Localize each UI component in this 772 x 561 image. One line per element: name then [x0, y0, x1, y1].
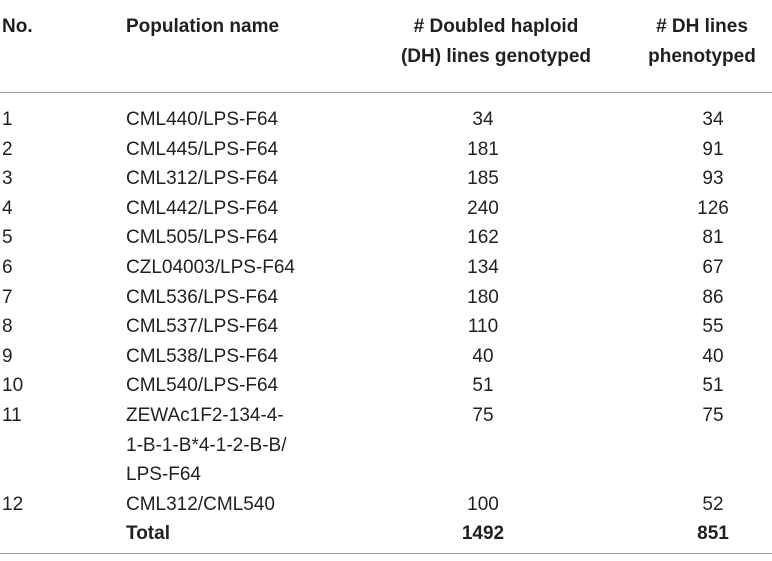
- table-row: 7 CML536/LPS-F64 180 86: [0, 283, 772, 313]
- table-row: 5 CML505/LPS-F64 162 81: [0, 223, 772, 253]
- row-number: 1: [2, 109, 13, 130]
- table-row: 3 CML312/LPS-F64 185 93: [0, 164, 772, 194]
- row-number: 11: [2, 404, 22, 426]
- dh-genotyped-count: 100: [467, 493, 499, 515]
- header-dh-genotyped-line-1: # Doubled haploid: [413, 16, 579, 37]
- header-no: No.: [2, 16, 33, 37]
- dh-phenotyped-count: 55: [702, 316, 724, 338]
- dh-phenotyped-count: 67: [702, 256, 724, 278]
- total-row-number: [0, 519, 126, 553]
- row-number: 7: [2, 286, 13, 308]
- dh-phenotyped-count: 126: [697, 197, 729, 219]
- dh-genotyped-count: 181: [467, 138, 499, 160]
- dh-phenotyped-count: 91: [702, 138, 724, 160]
- dh-genotyped-count: 162: [467, 227, 499, 249]
- dh-genotyped-count: 75: [472, 404, 494, 426]
- population-name: CML442/LPS-F64: [126, 197, 279, 219]
- total-dh-phenotyped: 851: [697, 523, 729, 545]
- row-number: 2: [2, 138, 13, 160]
- row-number: 12: [2, 493, 24, 515]
- row-number: 5: [2, 227, 13, 249]
- table-row: 2 CML445/LPS-F64 181 91: [0, 135, 772, 165]
- population-name: CML537/LPS-F64: [126, 316, 279, 338]
- dh-genotyped-count: 185: [467, 168, 499, 190]
- dh-phenotyped-count: 40: [702, 345, 724, 367]
- table-row: 12 CML312/CML540 100 52: [0, 490, 772, 520]
- population-name: CML445/LPS-F64: [126, 138, 279, 160]
- population-name: CML540/LPS-F64: [126, 375, 279, 397]
- dh-genotyped-count: 34: [472, 109, 494, 130]
- dh-genotyped-count: 40: [472, 345, 494, 367]
- row-number: 8: [2, 316, 13, 338]
- row-number: 3: [2, 168, 13, 190]
- header-dh-genotyped-line-2: (DH) lines genotyped: [400, 46, 591, 67]
- table-row: 9 CML538/LPS-F64 40 40: [0, 342, 772, 372]
- population-name: ZEWAc1F2-134-4- 1-B-1-B*4-1-2-B-B/ LPS-F…: [126, 401, 360, 490]
- total-row: Total 1492 851: [0, 519, 772, 554]
- total-label: Total: [126, 523, 170, 545]
- header-dh-phenotyped-line-1: # DH lines: [656, 16, 748, 37]
- population-name-line: LPS-F64: [126, 464, 201, 486]
- header-dh-phenotyped: # DH lines phenotyped: [632, 0, 772, 93]
- population-name-line: ZEWAc1F2-134-4-: [126, 404, 284, 426]
- row-number: 6: [2, 256, 13, 278]
- row-number: 10: [2, 375, 24, 397]
- table-body: 1 CML440/LPS-F64 34 34 2 CML445/LPS-F64 …: [0, 93, 772, 554]
- population-name: CML312/LPS-F64: [126, 168, 279, 190]
- header-dh-phenotyped-line-2: phenotyped: [648, 46, 756, 67]
- row-number: 9: [2, 345, 13, 367]
- table-row: 1 CML440/LPS-F64 34 34: [0, 93, 772, 135]
- header-population-name: Population name: [126, 16, 280, 37]
- dh-phenotyped-count: 93: [702, 168, 724, 190]
- table-row: 8 CML537/LPS-F64 110 55: [0, 312, 772, 342]
- table-header: No. Population name # Doubled haploid (D…: [0, 0, 772, 93]
- dh-phenotyped-count: 86: [702, 286, 724, 308]
- population-name-line: 1-B-1-B*4-1-2-B-B/: [126, 434, 287, 456]
- row-number: 4: [2, 197, 13, 219]
- dh-genotyped-count: 110: [467, 316, 499, 338]
- header-row: No. Population name # Doubled haploid (D…: [0, 0, 772, 93]
- header-dh-genotyped: # Doubled haploid (DH) lines genotyped: [360, 0, 632, 93]
- dh-genotyped-count: 180: [467, 286, 499, 308]
- total-dh-genotyped: 1492: [461, 523, 505, 545]
- population-name: CML440/LPS-F64: [126, 109, 279, 130]
- population-name: CML536/LPS-F64: [126, 286, 279, 308]
- population-name: CML538/LPS-F64: [126, 345, 279, 367]
- dh-phenotyped-count: 34: [702, 109, 724, 130]
- population-name: CZL04003/LPS-F64: [126, 256, 295, 278]
- dh-phenotyped-count: 75: [702, 404, 724, 426]
- table-row: 11 ZEWAc1F2-134-4- 1-B-1-B*4-1-2-B-B/ LP…: [0, 401, 772, 490]
- dh-phenotyped-count: 52: [702, 493, 724, 515]
- dh-genotyped-count: 51: [472, 375, 494, 397]
- table-row: 6 CZL04003/LPS-F64 134 67: [0, 253, 772, 283]
- population-name: CML312/CML540: [126, 493, 275, 515]
- dh-genotyped-count: 240: [467, 197, 499, 219]
- dh-phenotyped-count: 81: [702, 227, 724, 249]
- dh-phenotyped-count: 51: [702, 375, 724, 397]
- table-row: 10 CML540/LPS-F64 51 51: [0, 371, 772, 401]
- dh-genotyped-count: 134: [467, 256, 499, 278]
- table-row: 4 CML442/LPS-F64 240 126: [0, 194, 772, 224]
- population-name: CML505/LPS-F64: [126, 227, 279, 249]
